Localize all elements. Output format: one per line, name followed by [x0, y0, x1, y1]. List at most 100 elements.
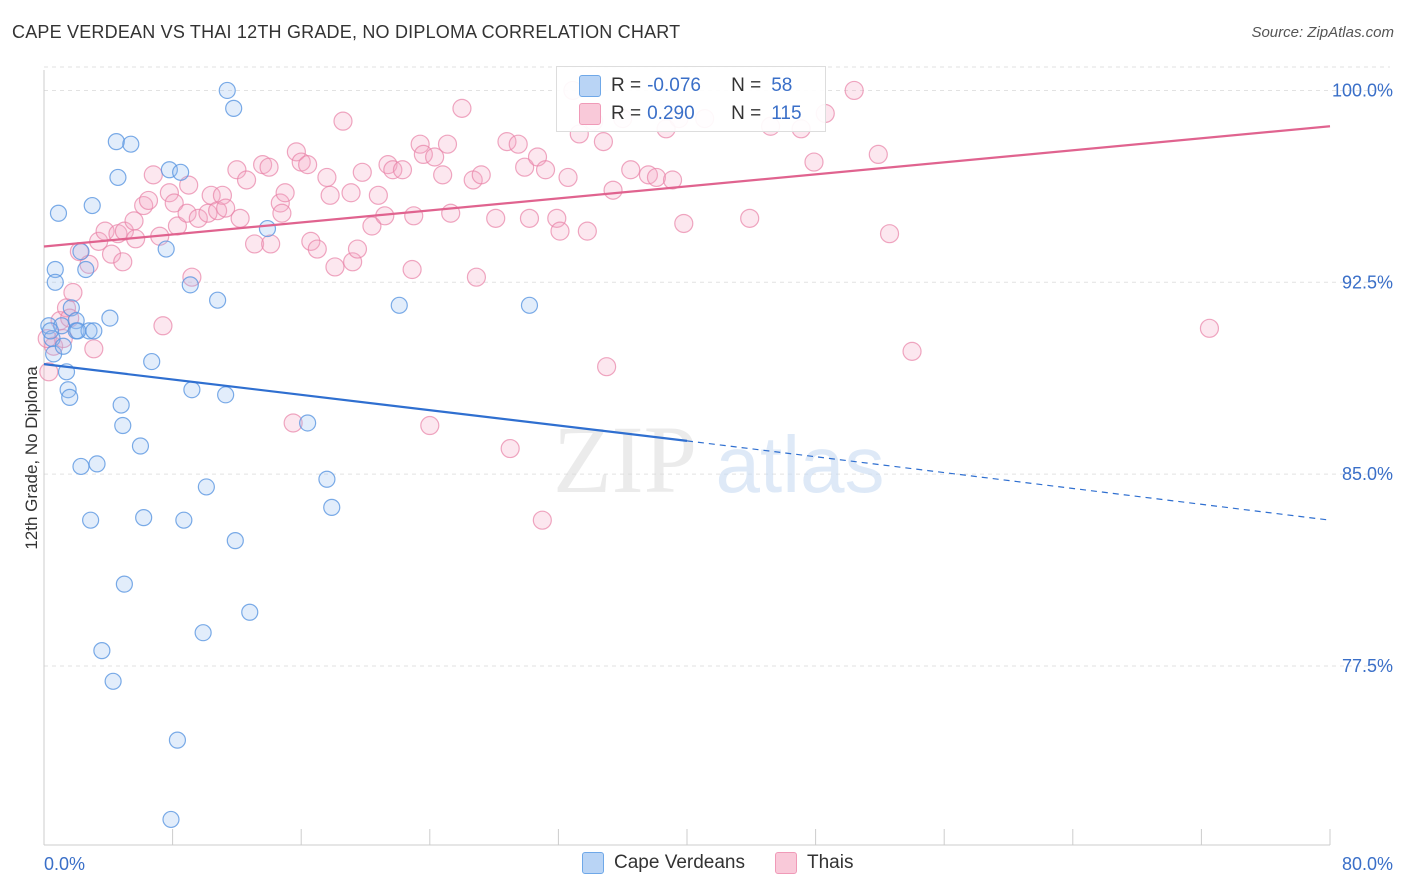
thai-point: [425, 147, 445, 167]
legend-thai-r: 0.290: [647, 103, 695, 124]
correlation-legend: R = -0.076 N = 58 R = 0.290 N = 115: [556, 66, 826, 132]
cape-point: [135, 509, 153, 527]
thai-point: [402, 259, 422, 280]
thai-point: [259, 157, 279, 177]
cape-point: [82, 511, 100, 529]
watermark-atlas: atlas: [716, 420, 885, 509]
cape-point: [258, 219, 277, 238]
thai-point: [341, 183, 361, 203]
x-tick-label: 80.0%: [1342, 854, 1393, 874]
cape-point: [54, 337, 72, 355]
thai-point: [286, 142, 306, 162]
cape-point: [318, 470, 336, 488]
thai-point: [547, 208, 567, 228]
legend-thai-n: 115: [771, 103, 802, 124]
thai-point: [283, 413, 303, 433]
thai-point: [179, 175, 199, 195]
cape-trend-extension: [686, 440, 1331, 521]
thai-point: [383, 160, 403, 180]
thai-point: [497, 132, 517, 152]
thai-point: [143, 165, 163, 185]
cape-point: [183, 381, 201, 399]
legend-label-thai: Thais: [807, 852, 854, 873]
legend-item-cape[interactable]: Cape Verdeans: [582, 852, 745, 874]
legend-swatch-thai: [775, 852, 797, 874]
cape-point: [107, 133, 125, 151]
thai-point: [500, 438, 520, 459]
thai-point: [114, 221, 134, 241]
legend-item-thai[interactable]: Thais: [775, 852, 853, 874]
thai-point: [301, 231, 321, 251]
thai-point: [352, 162, 372, 182]
thai-point: [84, 339, 104, 359]
cape-point: [157, 240, 175, 258]
thai-point: [515, 157, 535, 177]
y-tick-label: 85.0%: [1342, 464, 1393, 484]
thai-point: [317, 167, 337, 188]
cape-point: [143, 352, 161, 371]
thai-point: [63, 282, 83, 303]
thai-point: [113, 252, 133, 272]
thai-point: [177, 203, 197, 223]
thai-point: [413, 144, 433, 165]
thai-point: [212, 185, 233, 205]
cape-point: [69, 322, 87, 340]
legend-n-label: N =: [731, 103, 762, 124]
thai-point: [740, 208, 760, 228]
cape-point: [217, 386, 235, 404]
thai-point: [558, 167, 578, 188]
thai-point: [471, 165, 491, 185]
cape-point: [131, 437, 150, 455]
cape-point: [88, 455, 106, 473]
thai-point: [298, 155, 318, 175]
trend-lines: [43, 125, 1331, 521]
thai-point: [646, 167, 667, 188]
legend-r-label: R =: [611, 75, 642, 96]
cape-point: [172, 163, 190, 181]
cape-point: [109, 168, 127, 187]
cape-point: [85, 322, 103, 340]
thai-point: [159, 183, 179, 203]
thai-point: [188, 208, 208, 228]
cape-point: [226, 532, 244, 550]
grid-lines: [44, 66, 1390, 667]
legend-swatch-cape: [582, 852, 604, 874]
thai-point: [420, 415, 440, 436]
cape-point: [168, 731, 187, 749]
thai-point: [437, 134, 458, 154]
cape-point: [225, 99, 243, 117]
cape-point: [93, 642, 111, 660]
thai-point: [452, 98, 472, 118]
thai-point: [368, 185, 388, 205]
thai-point: [486, 208, 506, 228]
tick-labels: 77.5% 85.0% 92.5% 100.0% 0.0% 80.0%: [44, 80, 1393, 874]
y-tick-label: 92.5%: [1342, 272, 1393, 292]
thai-point: [404, 206, 424, 226]
cape-point: [194, 624, 212, 642]
thai-point: [804, 152, 824, 172]
thai-point: [433, 165, 453, 185]
source-label: Source: ZipAtlas.com: [1251, 24, 1394, 41]
series-legend: Cape Verdeans Thais: [582, 852, 883, 874]
cape-point: [61, 388, 79, 406]
cape-point: [241, 603, 259, 621]
thai-point: [270, 193, 290, 213]
thai-point: [662, 170, 683, 190]
cape-point: [160, 161, 178, 179]
cape-point: [83, 196, 101, 215]
cape-point: [112, 396, 130, 414]
thai-point: [39, 362, 59, 382]
cape-point: [209, 291, 227, 309]
legend-row-thai: R = 0.290 N = 115: [579, 100, 802, 128]
cape-point: [175, 511, 193, 529]
thai-point: [164, 193, 184, 213]
thai-point: [392, 160, 413, 180]
legend-swatch-cape: [579, 75, 601, 97]
cape-point: [197, 478, 215, 496]
cape-point: [115, 575, 133, 593]
legend-r-label: R =: [611, 103, 642, 124]
thai-point: [674, 213, 694, 234]
legend-n-label: N =: [731, 75, 762, 96]
axes: [43, 70, 1331, 846]
thai-point: [621, 160, 641, 180]
